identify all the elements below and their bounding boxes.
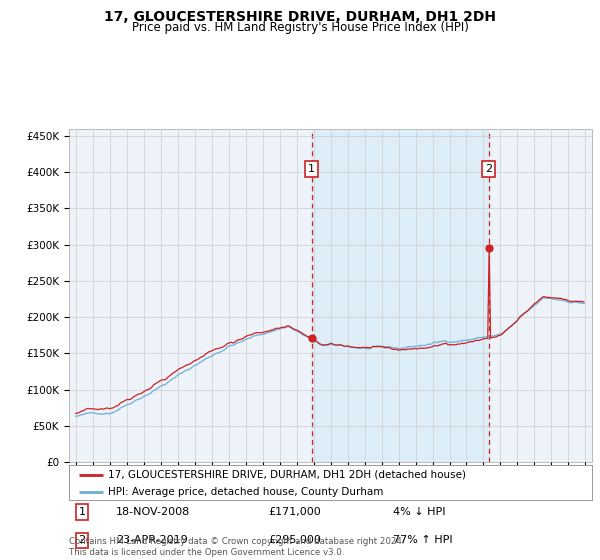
Text: 17, GLOUCESTERSHIRE DRIVE, DURHAM, DH1 2DH (detached house): 17, GLOUCESTERSHIRE DRIVE, DURHAM, DH1 2… — [108, 469, 466, 479]
Text: £171,000: £171,000 — [268, 507, 320, 517]
Text: Price paid vs. HM Land Registry's House Price Index (HPI): Price paid vs. HM Land Registry's House … — [131, 21, 469, 34]
Text: 2: 2 — [79, 535, 86, 545]
Text: 18-NOV-2008: 18-NOV-2008 — [116, 507, 190, 517]
Text: 1: 1 — [308, 164, 315, 174]
Text: 4% ↓ HPI: 4% ↓ HPI — [394, 507, 446, 517]
Text: 77% ↑ HPI: 77% ↑ HPI — [394, 535, 453, 545]
Text: £295,000: £295,000 — [268, 535, 320, 545]
Text: 1: 1 — [79, 507, 86, 517]
Text: 23-APR-2019: 23-APR-2019 — [116, 535, 188, 545]
Text: Contains HM Land Registry data © Crown copyright and database right 2024.
This d: Contains HM Land Registry data © Crown c… — [69, 537, 404, 557]
Text: 2: 2 — [485, 164, 493, 174]
Bar — [311, 129, 489, 462]
Text: 17, GLOUCESTERSHIRE DRIVE, DURHAM, DH1 2DH: 17, GLOUCESTERSHIRE DRIVE, DURHAM, DH1 2… — [104, 10, 496, 24]
Text: HPI: Average price, detached house, County Durham: HPI: Average price, detached house, Coun… — [108, 487, 383, 497]
